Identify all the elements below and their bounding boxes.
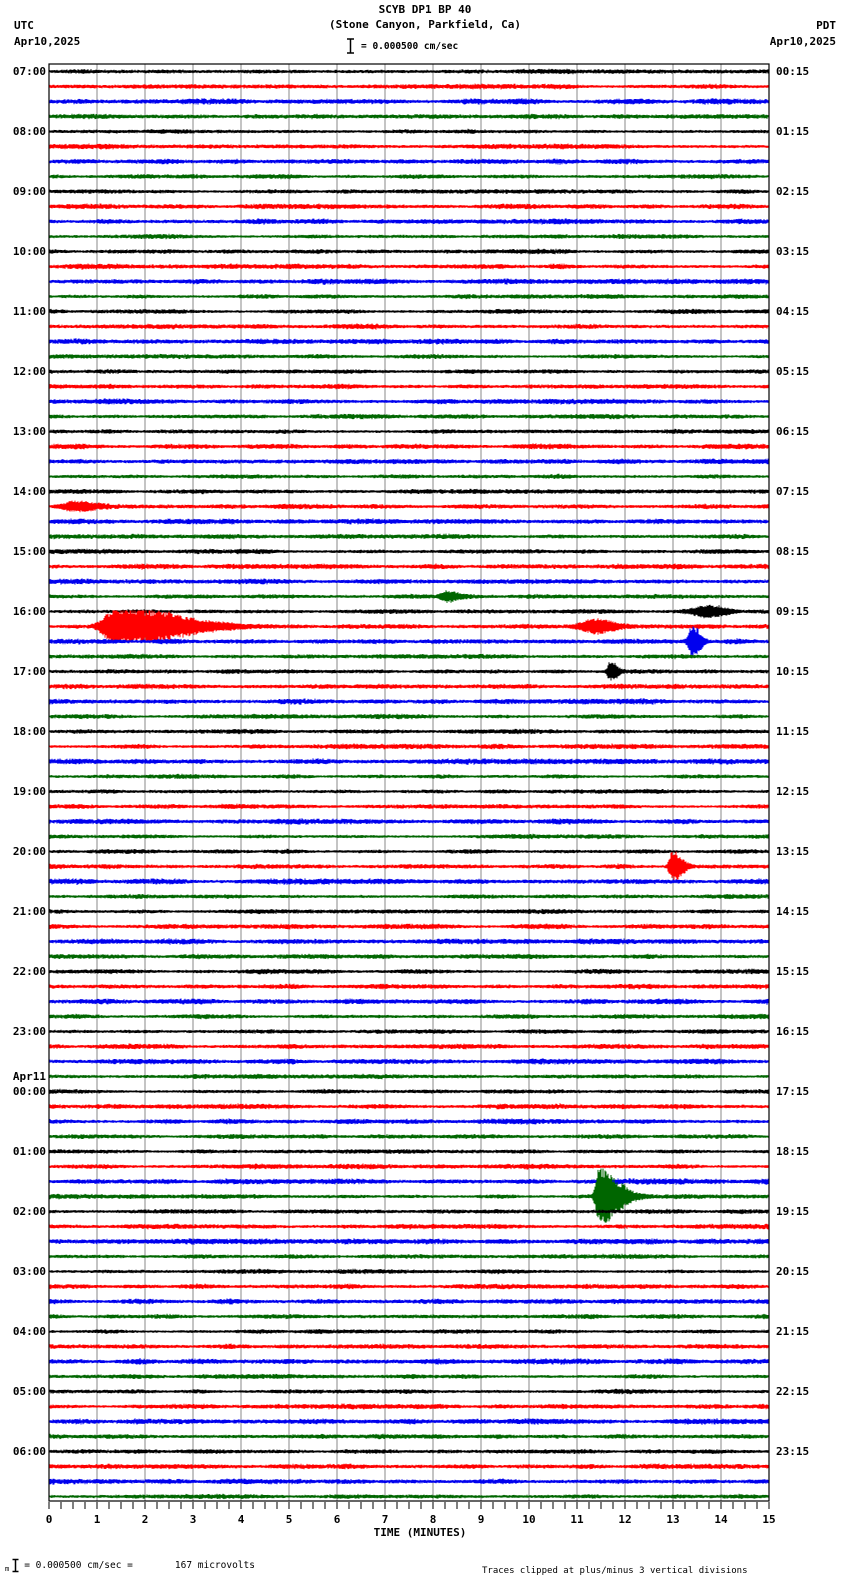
utc-hour-label: 02:00 xyxy=(12,1204,46,1218)
utc-hour-label: 17:00 xyxy=(12,664,46,678)
utc-hour-label: 04:00 xyxy=(12,1324,46,1338)
pdt-label: PDT xyxy=(816,19,836,32)
utc-hour-label: 14:00 xyxy=(12,484,46,498)
utc-hour-label: 01:00 xyxy=(12,1144,46,1158)
pdt-hour-label: 12:15 xyxy=(776,784,810,798)
minute-label: 8 xyxy=(429,1513,437,1526)
utc-hour-label: 22:00 xyxy=(12,964,46,978)
minute-label: 14 xyxy=(714,1513,728,1526)
utc-hour-label: 05:00 xyxy=(12,1384,46,1398)
minute-label: 0 xyxy=(45,1513,53,1526)
utc-hour-label: 15:00 xyxy=(12,544,46,558)
x-axis-title: TIME (MINUTES) xyxy=(373,1526,467,1539)
pdt-block: PDT Apr10,2025 xyxy=(770,18,836,50)
minute-label: 6 xyxy=(333,1513,341,1526)
utc-hour-label: 21:00 xyxy=(12,904,46,918)
footer-prefix: m xyxy=(5,1565,10,1573)
utc-block: UTC Apr10,2025 xyxy=(14,18,80,50)
utc-hour-label: 09:00 xyxy=(12,184,46,198)
pdt-hour-label: 20:15 xyxy=(776,1264,810,1278)
minute-label: 2 xyxy=(141,1513,149,1526)
pdt-hour-label: 09:15 xyxy=(776,604,810,618)
pdt-hour-label: 01:15 xyxy=(776,124,810,138)
utc-hour-label: 20:00 xyxy=(12,844,46,858)
minute-label: 13 xyxy=(666,1513,680,1526)
minute-label: 15 xyxy=(762,1513,776,1526)
utc-hour-label: 23:00 xyxy=(12,1024,46,1038)
pdt-hour-label: 11:15 xyxy=(776,724,810,738)
station-location: (Stone Canyon, Parkfield, Ca) xyxy=(328,18,522,31)
pdt-hour-label: 05:15 xyxy=(776,364,810,378)
minute-label: 3 xyxy=(189,1513,197,1526)
minute-label: 11 xyxy=(570,1513,584,1526)
pdt-hour-label: 21:15 xyxy=(776,1324,810,1338)
pdt-hour-label: 06:15 xyxy=(776,424,810,438)
utc-hour-label: 11:00 xyxy=(12,304,46,318)
footer-clip-note: Traces clipped at plus/minus 3 vertical … xyxy=(482,1566,748,1576)
scale-marker: = 0.000500 cm/sec xyxy=(346,37,458,55)
utc-hour-label: 06:00 xyxy=(12,1444,46,1458)
pdt-hour-labels: 00:15 01:15 02:15 03:15 04:15 05:15 06:15 07:15… xyxy=(776,0,850,1584)
footer-ibeam-icon xyxy=(12,1558,19,1573)
footer-scale-text: = 0.000500 cm/sec = xyxy=(24,1560,133,1571)
utc-hour-label: 19:00 xyxy=(12,784,46,798)
pdt-hour-label: 13:15 xyxy=(776,844,810,858)
utc-hour-label: 03:00 xyxy=(12,1264,46,1278)
pdt-hour-label: 16:15 xyxy=(776,1024,810,1038)
pdt-hour-label: 19:15 xyxy=(776,1204,810,1218)
utc-hour-label: 13:00 xyxy=(12,424,46,438)
pdt-hour-label: 02:15 xyxy=(776,184,810,198)
scale-ibeam-icon xyxy=(347,38,354,54)
station-title: SCYB DP1 BP 40 xyxy=(378,3,472,16)
utc-hour-label: 07:00 xyxy=(12,64,46,78)
utc-hour-label: 00:00 xyxy=(12,1084,46,1098)
utc-hour-label: 10:00 xyxy=(12,244,46,258)
pdt-hour-label: 10:15 xyxy=(776,664,810,678)
utc-hour-label: 18:00 xyxy=(12,724,46,738)
pdt-hour-label: 03:15 xyxy=(776,244,810,258)
footer-scale: m = 0.000500 cm/sec = 167 microvolts xyxy=(5,1558,255,1573)
minute-label: 10 xyxy=(522,1513,536,1526)
utc-hour-label: 08:00 xyxy=(12,124,46,138)
pdt-hour-label: 18:15 xyxy=(776,1144,810,1158)
utc-hour-label: 12:00 xyxy=(12,364,46,378)
pdt-hour-label: 23:15 xyxy=(776,1444,810,1458)
minute-label: 1 xyxy=(93,1513,101,1526)
utc-hour-labels: 07:00 08:00 09:00 10:00 11:00 12:00 13:00 14:00… xyxy=(0,0,46,1584)
pdt-hour-label: 04:15 xyxy=(776,304,810,318)
minute-label: 4 xyxy=(237,1513,245,1526)
minute-label: 9 xyxy=(477,1513,485,1526)
date-change-label: Apr11 xyxy=(12,1069,46,1083)
pdt-hour-label: 08:15 xyxy=(776,544,810,558)
minute-label: 7 xyxy=(381,1513,389,1526)
pdt-date: Apr10,2025 xyxy=(769,35,836,48)
pdt-hour-label: 14:15 xyxy=(776,904,810,918)
utc-date: Apr10,2025 xyxy=(14,35,81,48)
pdt-hour-label: 00:15 xyxy=(776,64,810,78)
pdt-hour-label: 07:15 xyxy=(776,484,810,498)
minute-label: 12 xyxy=(618,1513,632,1526)
minute-label: 5 xyxy=(285,1513,293,1526)
utc-hour-label: 16:00 xyxy=(12,604,46,618)
scale-label: = 0.000500 cm/sec xyxy=(361,40,459,52)
header-titles: SCYB DP1 BP 40 (Stone Canyon, Parkfield,… xyxy=(0,2,850,33)
pdt-hour-label: 15:15 xyxy=(776,964,810,978)
utc-label: UTC xyxy=(14,19,34,32)
pdt-hour-label: 17:15 xyxy=(776,1084,810,1098)
footer-microvolts: 167 microvolts xyxy=(174,1560,255,1571)
pdt-hour-label: 22:15 xyxy=(776,1384,810,1398)
